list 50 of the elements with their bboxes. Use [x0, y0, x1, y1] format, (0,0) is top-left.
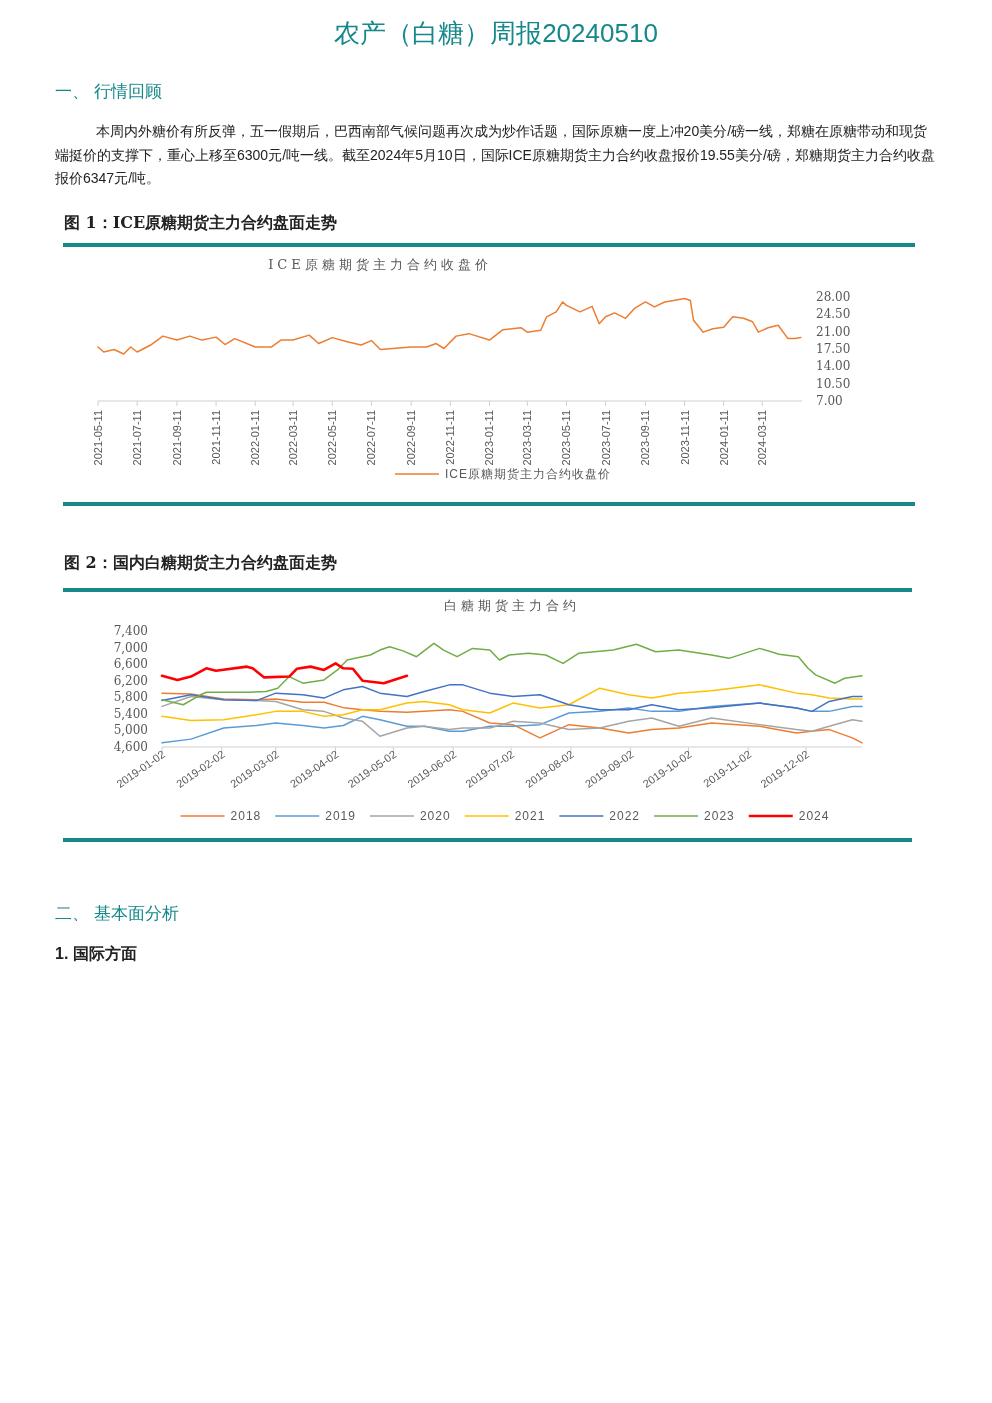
- legend-label: 2024: [798, 809, 830, 823]
- text: 一、 行情回顾: [55, 81, 163, 103]
- legend-label: 2022: [609, 809, 641, 823]
- x-tick-label: 2022-01-11: [249, 410, 262, 466]
- x-tick-label: 2022-07-11: [365, 410, 378, 466]
- y-tick-label: 5,000: [113, 723, 148, 738]
- x-tick-label: 2021-09-11: [170, 410, 183, 466]
- x-tick-label: 2023-03-11: [521, 410, 534, 466]
- x-tick-label: 2022-03-11: [287, 410, 300, 466]
- y-tick-label: 14.00: [816, 359, 851, 374]
- chart-title: 图 1：ICE原糖期货主力合约盘面走势: [64, 213, 338, 232]
- text: 1. 国际方面: [55, 944, 138, 964]
- legend-label: 2021: [514, 809, 546, 823]
- y-tick-label: 17.50: [816, 342, 851, 356]
- y-tick-label: 7,400: [113, 624, 148, 638]
- x-tick-label: 2021-11-11: [210, 410, 223, 465]
- y-tick-label: 5,400: [113, 706, 148, 721]
- y-tick-label: 10.50: [816, 376, 851, 391]
- chart-subtitle: 白糖期货主力合约: [444, 598, 580, 613]
- text: 农产（白糖）周报20240510: [333, 17, 659, 50]
- chart-title: 图 2：国内白糖期货主力合约盘面走势: [64, 553, 337, 572]
- legend-label: 2019: [325, 809, 356, 823]
- y-tick-label: 5,800: [113, 690, 148, 705]
- y-tick-label: 7,000: [113, 640, 148, 655]
- y-tick-label: 6,200: [113, 673, 148, 688]
- x-tick-label: 2022-11-11: [444, 410, 457, 465]
- x-tick-label: 2021-05-11: [92, 410, 104, 466]
- x-tick-label: 2023-11-11: [678, 410, 691, 465]
- y-tick-label: 4,600: [113, 740, 148, 754]
- text: 二、 基本面分析: [55, 903, 180, 925]
- legend-label: 2018: [230, 809, 262, 823]
- x-tick-label: 2024-01-11: [717, 410, 730, 466]
- legend-label: ICE原糖期货主力合约收盘价: [444, 467, 612, 481]
- y-tick-label: 21.00: [816, 324, 851, 339]
- y-tick-label: 28.00: [816, 290, 851, 304]
- text: 本周内外糖价有所反弹，五一假期后，巴西南部气候问题再次成为炒作话题，国际原糖一度上冲20美分/磅一线，郑糖在原糖带动和现货端挺价的支撑下，重心上移至6300元/吨一线。截至2024年5月10日，国际ICE原糖期货主力合约收盘报价19.55美分/磅，郑糖期货主力合约收盘报价6347元/吨。: [55, 122, 936, 188]
- x-tick-label: 2023-05-11: [560, 410, 573, 466]
- x-tick-label: 2022-09-11: [405, 410, 418, 466]
- y-tick-label: 7.00: [816, 394, 843, 408]
- chart-subtitle: ICE原糖期货主力合约收盘价: [268, 257, 492, 272]
- x-tick-label: 2021-07-11: [131, 410, 144, 466]
- x-tick-label: 2023-01-11: [483, 410, 496, 466]
- x-tick-label: 2023-09-11: [639, 410, 652, 466]
- legend-label: 2023: [704, 809, 735, 823]
- y-tick-label: 24.50: [816, 307, 851, 322]
- x-tick-label: 2024-03-11: [756, 410, 769, 466]
- x-tick-label: 2022-05-11: [326, 410, 339, 466]
- y-tick-label: 6,600: [113, 657, 148, 672]
- legend-label: 2020: [419, 809, 451, 823]
- x-tick-label: 2023-07-11: [599, 410, 612, 466]
